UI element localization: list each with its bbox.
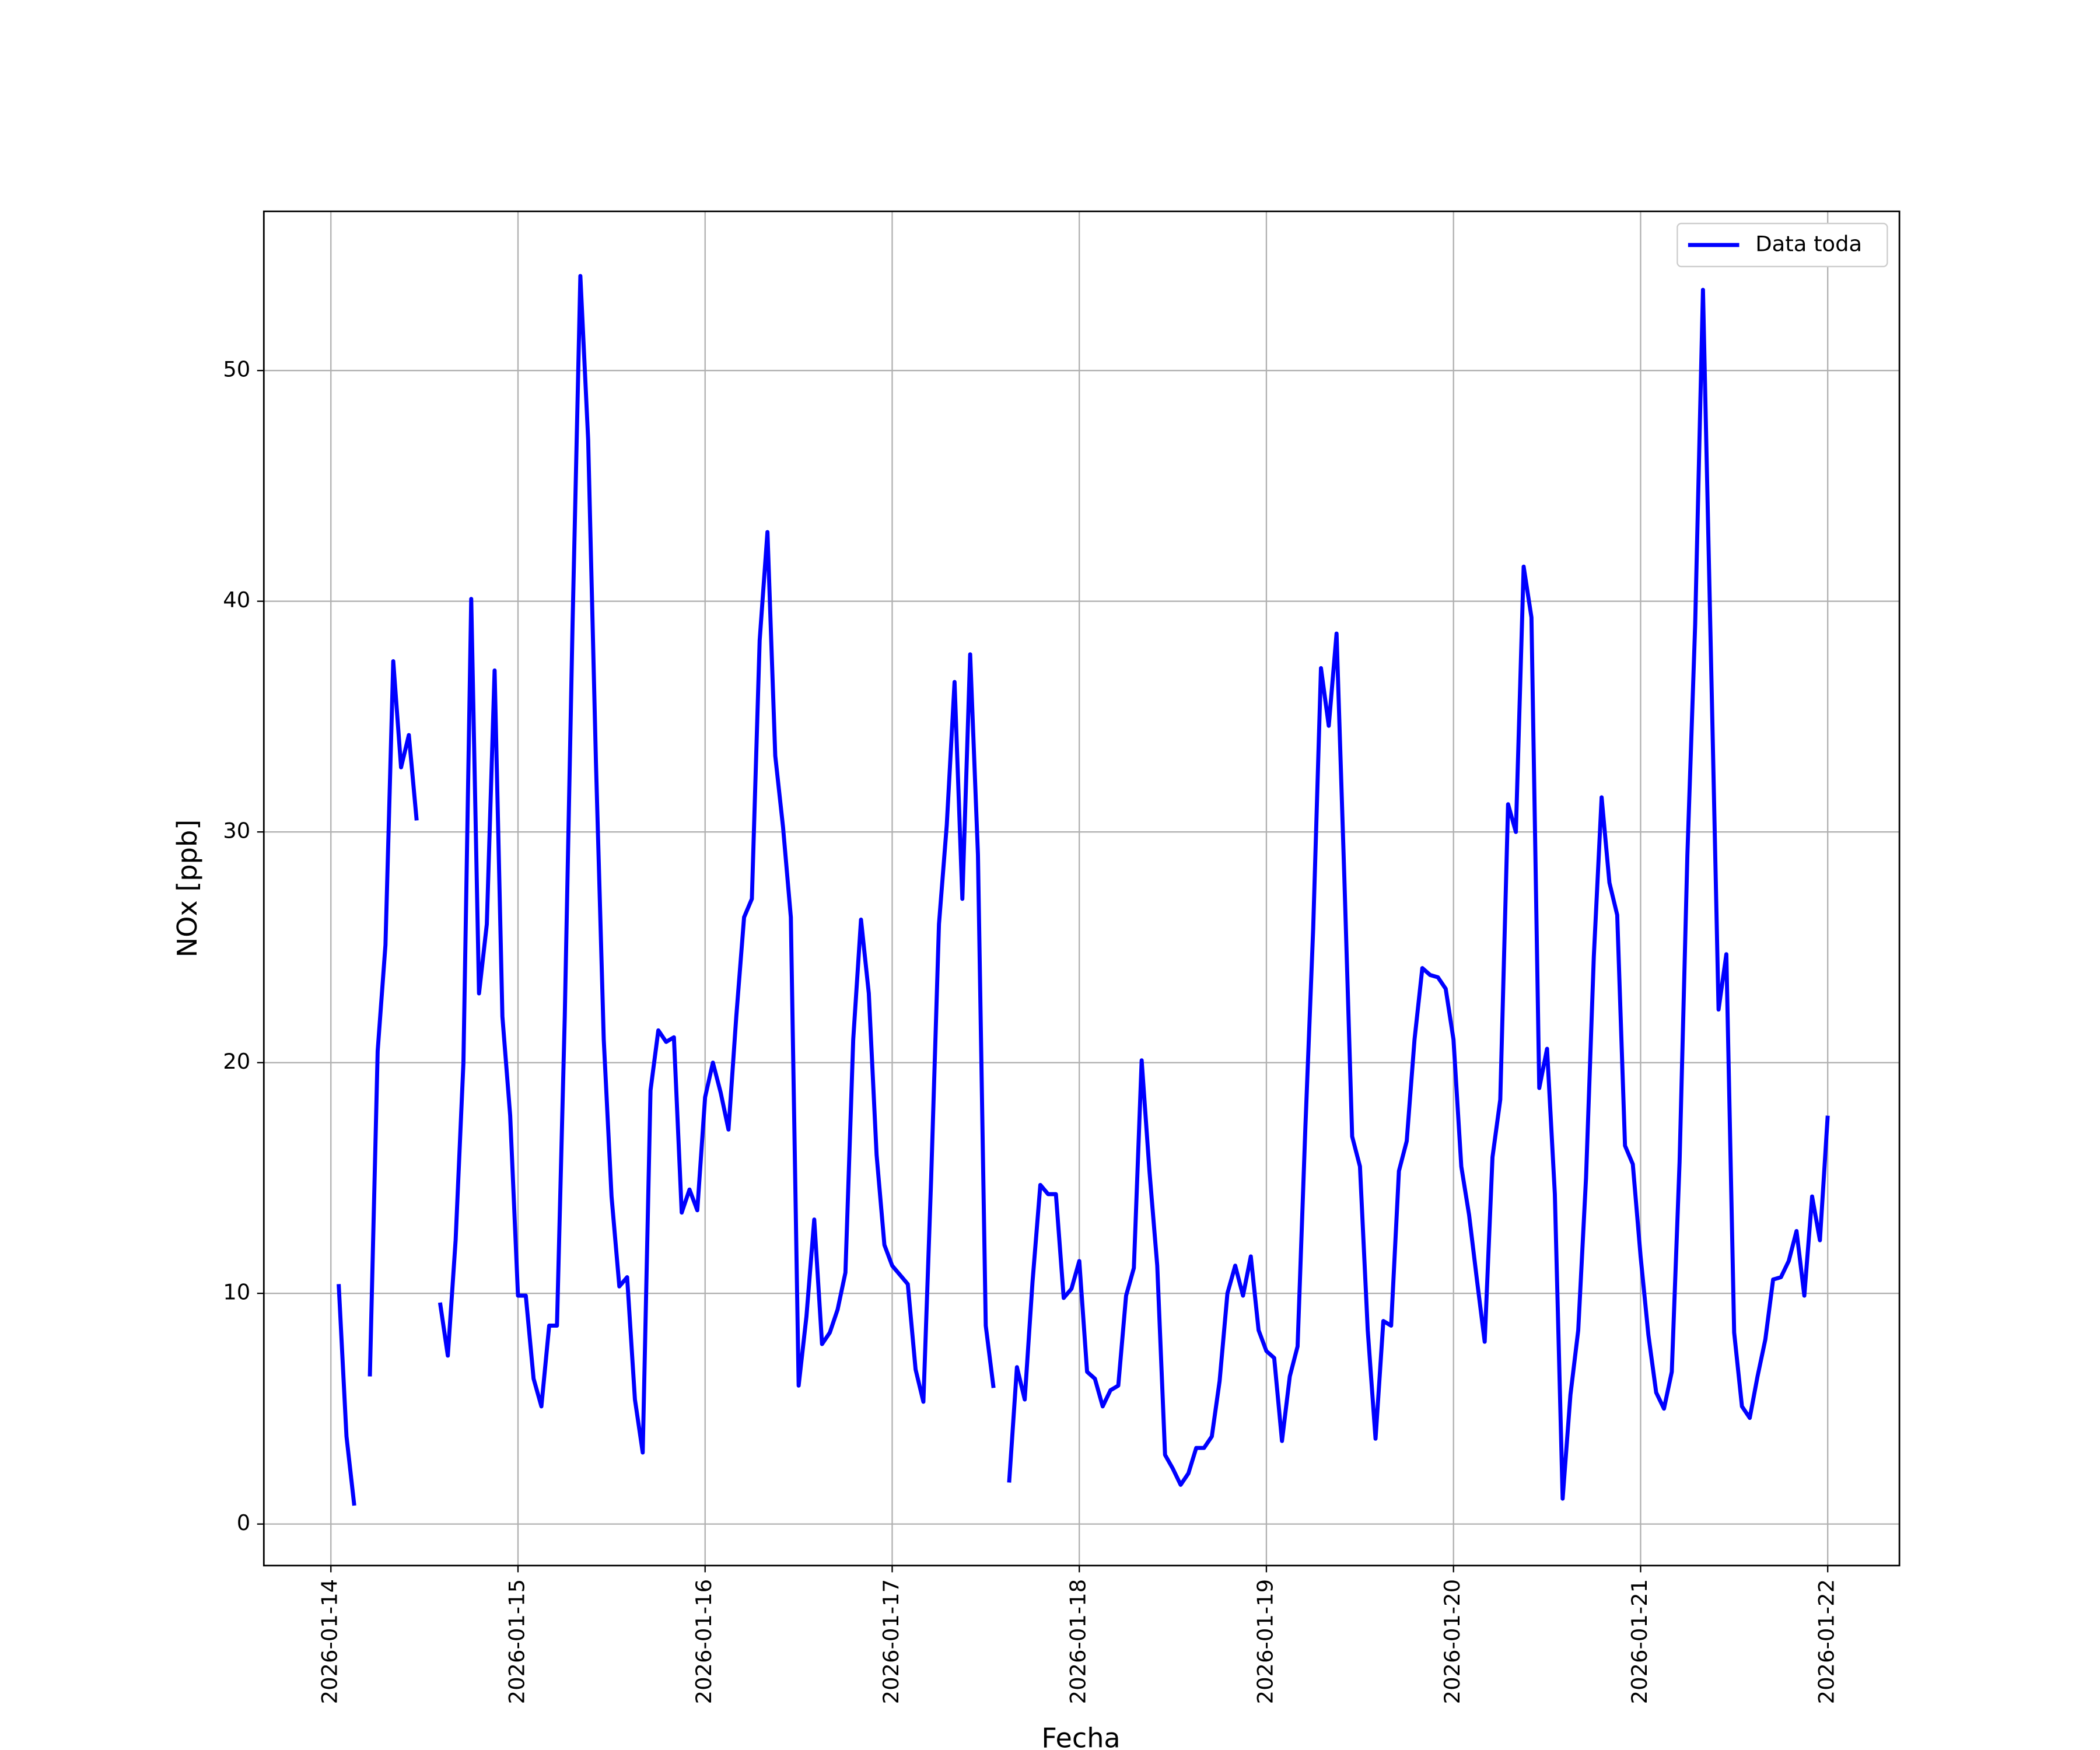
x-axis-label: Fecha — [1041, 1722, 1120, 1750]
y-tick-label: 20 — [223, 1049, 250, 1074]
x-tick-label: 2026-01-18 — [1066, 1579, 1091, 1704]
y-axis-label: NOx [ppb] — [172, 820, 203, 958]
y-tick-label: 10 — [223, 1280, 250, 1305]
y-tick-label: 0 — [237, 1510, 250, 1535]
plot-frame — [262, 210, 1901, 1567]
x-tick-label: 2026-01-15 — [504, 1579, 529, 1704]
legend-box — [1676, 222, 1888, 268]
x-tick-label: 2026-01-22 — [1814, 1579, 1839, 1704]
legend-label: Data toda — [1755, 232, 1862, 257]
y-tick-label: 50 — [223, 357, 250, 382]
x-tick-label: 2026-01-20 — [1440, 1579, 1465, 1704]
x-tick-label: 2026-01-19 — [1252, 1579, 1278, 1704]
y-tick-label: 40 — [223, 587, 250, 612]
x-tick-label: 2026-01-14 — [317, 1579, 342, 1704]
y-tick-label: 30 — [223, 818, 250, 844]
x-tick-label: 2026-01-21 — [1627, 1579, 1652, 1704]
x-tick-label: 2026-01-17 — [878, 1579, 904, 1704]
data-line — [337, 274, 1830, 1506]
x-tick-label: 2026-01-16 — [691, 1579, 716, 1704]
